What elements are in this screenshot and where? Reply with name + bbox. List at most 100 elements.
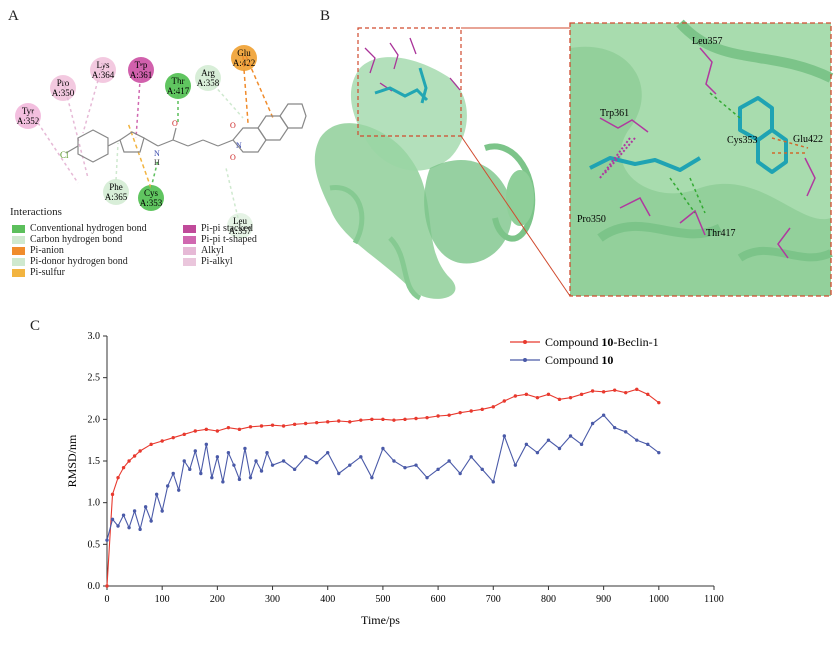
data-point bbox=[524, 392, 529, 397]
data-point bbox=[557, 397, 562, 402]
interaction-legend-item: Pi-anion bbox=[12, 245, 64, 256]
data-point bbox=[480, 467, 484, 472]
data-point bbox=[193, 449, 197, 453]
data-point bbox=[447, 413, 451, 417]
data-point bbox=[281, 459, 286, 463]
data-point bbox=[337, 471, 341, 476]
oxygen-atom-1: O bbox=[172, 119, 178, 128]
residue-label-pro350: Pro350 bbox=[577, 214, 606, 225]
data-point bbox=[110, 492, 115, 497]
phe-line bbox=[115, 142, 119, 181]
chart-axes: 0 100 200 300 400 500 600 700 800 900 1000 1100 0.0 0… bbox=[88, 331, 724, 605]
chart-legend: Compound 10-Beclin-1 Compound 10 bbox=[510, 335, 659, 367]
chlorophenyl-ring bbox=[77, 129, 109, 163]
data-point bbox=[237, 427, 242, 432]
data-point bbox=[314, 460, 319, 465]
data-point bbox=[524, 442, 529, 447]
docking-3d-view: Leu357 Trp361 Cys353 Glu422 Pro350 Thr41… bbox=[314, 19, 834, 301]
data-point bbox=[193, 429, 197, 433]
data-point bbox=[469, 455, 473, 459]
residue-position: A:353 bbox=[140, 198, 163, 208]
data-point bbox=[359, 455, 363, 459]
data-point bbox=[270, 423, 275, 427]
data-point bbox=[182, 459, 186, 463]
residue-name: Cys bbox=[144, 188, 159, 198]
legend-label-suffix: -Beclin-1 bbox=[613, 335, 658, 349]
data-point bbox=[646, 392, 650, 397]
y-tick-label: 1.5 bbox=[88, 456, 101, 467]
data-point bbox=[590, 421, 595, 426]
oxygen-atom-2: O bbox=[230, 121, 236, 130]
arg-line bbox=[205, 75, 244, 119]
residue-position: A:358 bbox=[197, 78, 220, 88]
data-point bbox=[535, 395, 540, 400]
legend-swatch bbox=[183, 257, 196, 266]
data-point bbox=[188, 467, 192, 472]
data-point bbox=[259, 469, 264, 473]
legend-label: Compound 10-Beclin-1 bbox=[545, 335, 659, 349]
chart-series bbox=[105, 387, 661, 588]
data-point bbox=[215, 455, 220, 459]
data-point bbox=[171, 471, 175, 476]
data-point bbox=[348, 463, 352, 467]
x-tick-label: 600 bbox=[431, 594, 446, 605]
data-point bbox=[243, 446, 247, 451]
interaction-diagram-panel: Tyr A:352 Pro A:350 Lys A:364 Trp A:361 Thr A:417… bbox=[8, 28, 308, 278]
chart-legend-item: Compound 10 bbox=[510, 353, 613, 367]
data-point bbox=[105, 538, 109, 542]
data-point bbox=[265, 450, 269, 455]
legend-swatch bbox=[12, 257, 25, 266]
x-tick-label: 800 bbox=[541, 594, 556, 605]
y-tick-label: 2.0 bbox=[88, 414, 101, 425]
data-point bbox=[248, 425, 253, 429]
data-point bbox=[210, 475, 214, 480]
data-point bbox=[110, 517, 115, 522]
data-point bbox=[160, 509, 164, 513]
data-point bbox=[469, 409, 473, 413]
data-point bbox=[646, 442, 650, 447]
legend-label-bold: 10 bbox=[601, 335, 613, 349]
data-point bbox=[116, 524, 120, 528]
data-point bbox=[436, 467, 440, 472]
data-point bbox=[204, 427, 209, 432]
data-point bbox=[270, 463, 275, 467]
interaction-legend-item: Pi-pi stacked bbox=[183, 223, 253, 234]
data-point bbox=[292, 467, 297, 472]
data-point bbox=[149, 519, 153, 523]
x-tick-label: 100 bbox=[155, 594, 170, 605]
panel-letter-b: B bbox=[320, 8, 331, 24]
data-point bbox=[248, 475, 253, 480]
series-0 bbox=[105, 387, 661, 588]
data-point bbox=[624, 430, 628, 434]
data-point bbox=[138, 527, 142, 532]
residue-name: Thr bbox=[172, 76, 185, 86]
data-point bbox=[303, 455, 308, 459]
series-line bbox=[106, 388, 660, 587]
data-point bbox=[425, 475, 429, 480]
legend-swatch bbox=[12, 268, 25, 277]
data-point bbox=[132, 509, 137, 513]
glu-anion-line-2 bbox=[245, 55, 274, 119]
residue-label-glu422: Glu422 bbox=[793, 134, 823, 145]
data-point bbox=[513, 394, 518, 398]
data-point bbox=[359, 418, 363, 422]
y-tick-label: 1.0 bbox=[88, 498, 101, 509]
legend-label: Pi-sulfur bbox=[30, 267, 65, 278]
data-point bbox=[154, 492, 159, 497]
x-axis-label: Time/ps bbox=[361, 613, 400, 627]
data-point bbox=[281, 424, 286, 428]
data-point bbox=[204, 442, 209, 447]
data-point bbox=[221, 480, 225, 484]
data-point bbox=[127, 459, 131, 463]
data-point bbox=[149, 442, 153, 447]
residue-name: Arg bbox=[201, 68, 215, 78]
data-point bbox=[546, 438, 551, 442]
data-point bbox=[215, 429, 220, 433]
data-point bbox=[624, 390, 628, 395]
data-point bbox=[259, 424, 264, 428]
data-point bbox=[635, 438, 639, 442]
residue-position: A:364 bbox=[92, 70, 115, 80]
pro-alkyl-line bbox=[62, 79, 89, 179]
